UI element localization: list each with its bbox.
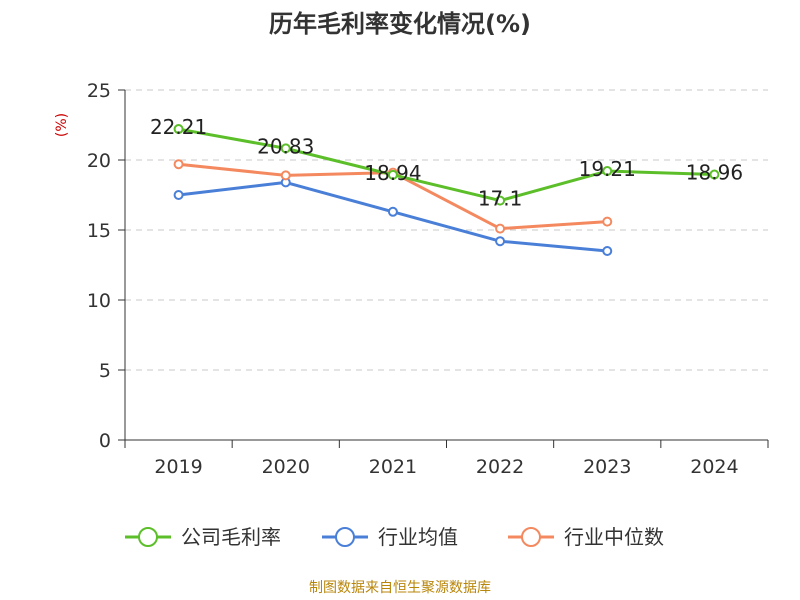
data-point: [709, 169, 720, 180]
data-point: [173, 124, 184, 135]
y-tick-label: 5: [99, 360, 111, 382]
y-tick-label: 10: [87, 290, 111, 312]
legend-marker: [335, 527, 355, 547]
legend: 公司毛利率 行业均值 行业中位数: [125, 525, 664, 549]
data-label: 17.1: [478, 187, 523, 211]
y-tick-label: 15: [87, 220, 111, 242]
x-tick-label: 2019: [154, 456, 202, 478]
y-tick-label: 25: [87, 80, 111, 102]
data-point: [495, 223, 506, 234]
legend-marker: [138, 527, 158, 547]
legend-label: 行业中位数: [564, 525, 664, 549]
series-line: [178, 127, 715, 203]
data-point: [280, 143, 291, 154]
data-point: [495, 195, 506, 206]
data-point: [173, 159, 184, 170]
y-tick-label: 20: [87, 150, 111, 172]
data-label: 22.21: [150, 115, 207, 139]
data-point: [280, 170, 291, 181]
data-point: [173, 190, 184, 200]
y-axis-unit: (%): [54, 113, 70, 137]
legend-label: 行业均值: [378, 525, 458, 549]
x-tick-label: 2022: [476, 456, 524, 478]
source-note: 制图数据来自恒生聚源数据库: [309, 580, 491, 596]
data-labels: 22.21 20.83 18.94 17.1 19.21 18.96: [150, 115, 743, 211]
data-label: 18.94: [364, 161, 421, 185]
data-point: [387, 169, 398, 180]
data-point: [495, 236, 506, 247]
legend-label: 公司毛利率: [181, 525, 281, 549]
data-label: 20.83: [257, 134, 314, 158]
data-point: [602, 166, 613, 177]
chart-title: 历年毛利率变化情况(%): [269, 10, 531, 38]
grid: [125, 89, 768, 371]
legend-marker: [521, 527, 541, 547]
y-tick-label: 0: [99, 430, 111, 452]
x-tick-label: 2024: [690, 456, 738, 478]
axes: 0 5 10 15 20 25 2019 2020 2021 2022 2023 2024: [87, 80, 769, 478]
data-point: [602, 216, 613, 227]
x-tick-label: 2021: [369, 456, 417, 478]
data-label: 18.96: [686, 161, 743, 185]
data-label: 19.21: [579, 157, 636, 181]
x-tick-label: 2023: [583, 456, 631, 478]
x-tick-label: 2020: [262, 456, 310, 478]
data-point: [602, 246, 613, 256]
series-layer: [173, 124, 720, 256]
data-point: [387, 206, 398, 217]
